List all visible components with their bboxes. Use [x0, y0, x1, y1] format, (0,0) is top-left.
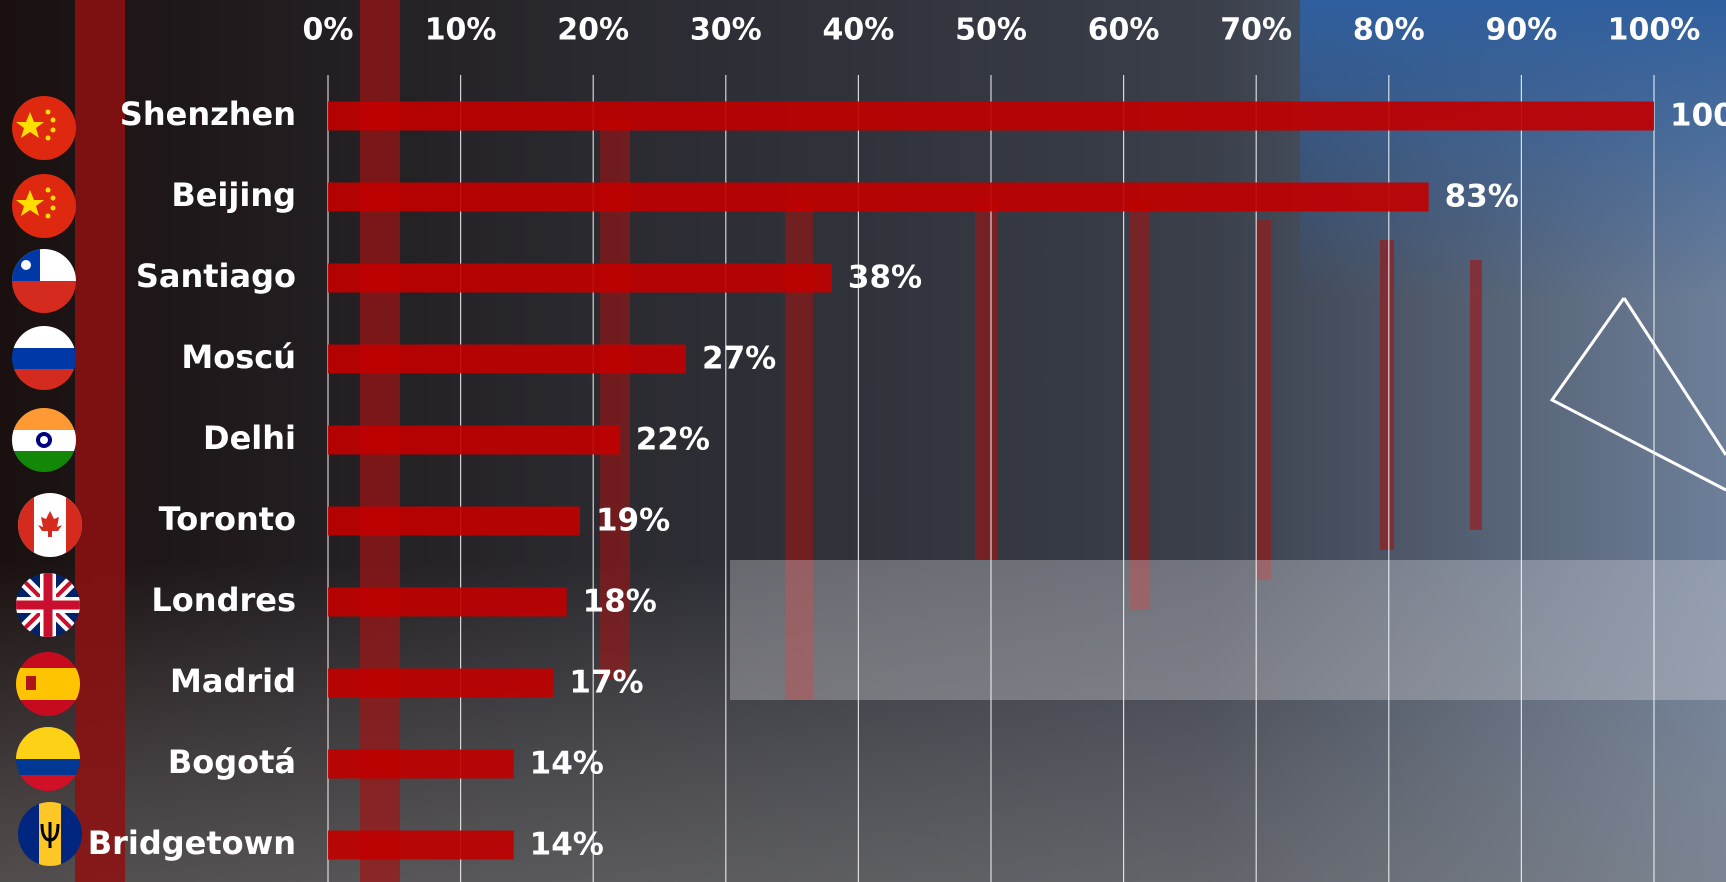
category-label: Londres: [151, 581, 296, 619]
bar: [328, 830, 514, 860]
flag-canada: [18, 493, 82, 557]
value-label: 27%: [702, 341, 776, 377]
flag-china: [12, 96, 76, 160]
flag-colombia: [16, 727, 80, 791]
bar: [328, 749, 514, 779]
category-label: Moscú: [181, 338, 296, 376]
x-tick-label: 100%: [1608, 13, 1701, 48]
flag-chile: [12, 249, 76, 313]
bar: [328, 587, 567, 617]
bar: [328, 344, 687, 374]
x-tick-label: 90%: [1485, 13, 1557, 48]
bar: [328, 182, 1429, 212]
value-label: 14%: [530, 746, 604, 782]
value-label: 38%: [848, 260, 922, 296]
category-label: Delhi: [203, 419, 296, 457]
category-label: Bridgetown: [88, 824, 296, 862]
x-tick-label: 60%: [1088, 13, 1160, 48]
x-tick-label: 40%: [822, 13, 894, 48]
value-label: 100%: [1670, 98, 1726, 134]
x-tick-label: 70%: [1220, 13, 1292, 48]
flag-barbados: [18, 802, 82, 866]
x-tick-label: 50%: [955, 13, 1027, 48]
x-tick-label: 10%: [425, 13, 497, 48]
value-label: 19%: [596, 503, 670, 539]
category-label: Shenzhen: [120, 95, 296, 133]
flag-uk: [16, 573, 80, 637]
category-label: Santiago: [136, 257, 296, 295]
value-label: 17%: [569, 665, 643, 701]
value-label: 14%: [530, 827, 604, 863]
bar: [328, 425, 620, 455]
x-tick-label: 30%: [690, 13, 762, 48]
flag-china: [12, 174, 76, 238]
bar: [328, 668, 554, 698]
category-label: Toronto: [159, 500, 296, 538]
category-label: Bogotá: [168, 743, 296, 781]
x-tick-label: 80%: [1353, 13, 1425, 48]
value-label: 22%: [636, 422, 710, 458]
plot-area: 0% 10% 20% 30% 40% 50% 60% 70% 80% 90% 100% Shenzhe…: [88, 13, 1726, 882]
bar: [328, 263, 832, 293]
flag-spain: [16, 652, 80, 716]
flag-india: [12, 408, 76, 472]
value-label: 83%: [1445, 179, 1519, 215]
value-label: 18%: [583, 584, 657, 620]
flag-russia: [12, 326, 76, 390]
bar: [328, 506, 580, 536]
flags: [12, 96, 82, 866]
x-tick-label: 0%: [303, 13, 354, 48]
category-label: Madrid: [170, 662, 296, 700]
category-label: Beijing: [171, 176, 296, 214]
bar: [328, 101, 1654, 131]
x-tick-label: 20%: [557, 13, 629, 48]
